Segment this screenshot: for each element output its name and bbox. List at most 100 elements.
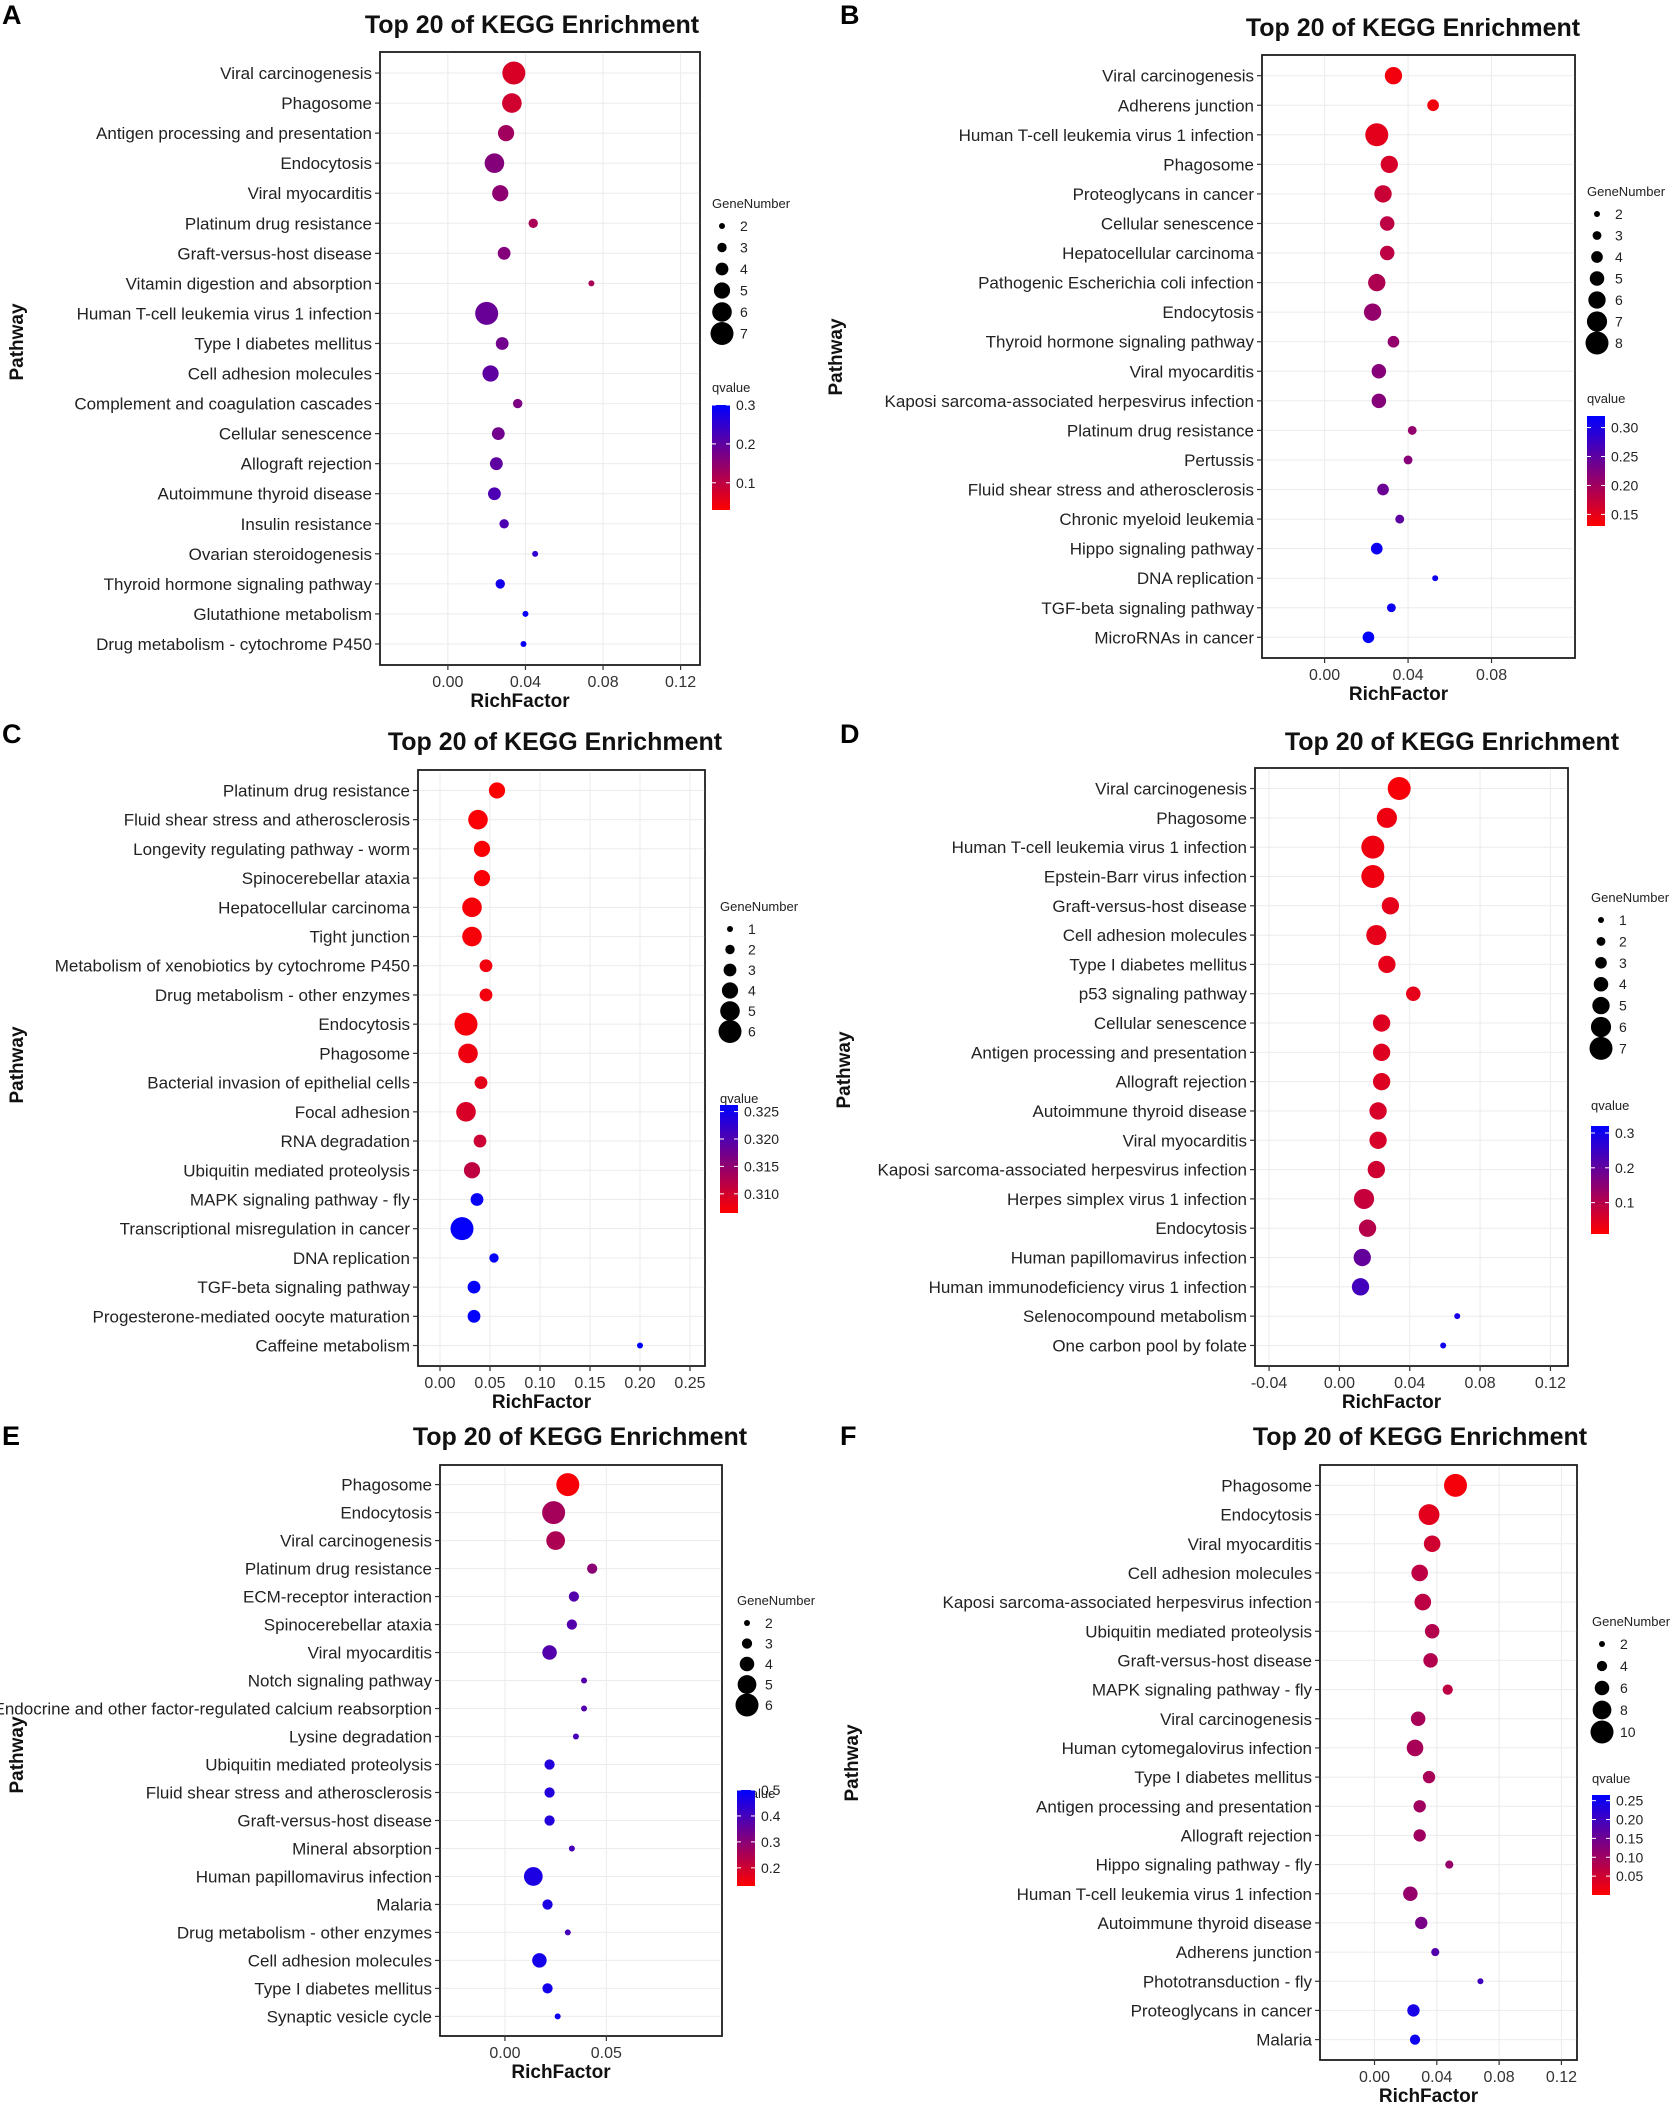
pathway-label: Adherens junction — [1176, 1943, 1312, 1962]
pathway-label: Cellular senescence — [1101, 214, 1254, 233]
plot-area — [379, 51, 701, 666]
chart-title: Top 20 of KEGG Enrichment — [1285, 728, 1620, 756]
size-legend-label: 7 — [740, 326, 748, 342]
size-legend-dot — [723, 963, 737, 977]
pathway-label: Cell adhesion molecules — [1063, 926, 1247, 945]
x-axis-title: RichFactor — [511, 2062, 611, 2083]
size-legend-label: 8 — [1615, 335, 1623, 351]
pathway-label: Human immunodeficiency virus 1 infection — [929, 1278, 1247, 1297]
pathway-label: Graft-versus-host disease — [1052, 897, 1247, 916]
data-point — [1361, 864, 1385, 888]
pathway-label: Cellular senescence — [219, 425, 372, 444]
data-point — [1445, 1860, 1454, 1869]
color-bar — [1591, 1126, 1609, 1234]
data-point — [450, 1217, 474, 1241]
data-point — [556, 1473, 580, 1497]
data-point — [522, 610, 529, 617]
panel-letter: E — [2, 1421, 20, 1451]
color-bar — [1587, 416, 1605, 526]
data-point — [1440, 1342, 1447, 1349]
pathway-label: Endocytosis — [1220, 1506, 1312, 1525]
pathway-label: RNA degradation — [281, 1132, 410, 1151]
data-point — [581, 1705, 588, 1712]
data-point — [512, 398, 523, 409]
data-point — [1372, 1072, 1391, 1091]
pathway-label: Selenocompound metabolism — [1023, 1307, 1247, 1326]
size-legend-label: 5 — [740, 283, 748, 299]
data-point — [1423, 1653, 1438, 1668]
pathway-label: Human T-cell leukemia virus 1 infection — [77, 304, 372, 323]
size-legend-label: 4 — [748, 983, 756, 999]
pathway-label: Viral carcinogenesis — [1102, 67, 1254, 86]
size-legend-label: 4 — [1615, 249, 1623, 265]
pathway-label: Antigen processing and presentation — [1036, 1797, 1312, 1816]
size-legend-label: 6 — [748, 1024, 756, 1040]
pathway-label: Phagosome — [319, 1044, 410, 1063]
pathway-label: Glutathione metabolism — [193, 605, 372, 624]
data-point — [1371, 364, 1387, 379]
size-legend-dot — [1598, 917, 1604, 923]
size-legend-dot — [1595, 956, 1607, 969]
pathway-label: Endocytosis — [1155, 1219, 1247, 1238]
pathway-label: Phagosome — [1163, 155, 1254, 174]
plot-border — [379, 51, 701, 666]
data-point — [1368, 273, 1386, 292]
data-point — [492, 185, 509, 202]
data-point — [475, 301, 499, 325]
plot-area — [1254, 767, 1569, 1367]
size-legend-dot — [744, 1620, 750, 1626]
x-tick-label: 0.00 — [489, 2045, 520, 2062]
x-tick-label: 0.00 — [432, 674, 463, 691]
data-point — [456, 1102, 476, 1122]
data-point — [488, 487, 501, 501]
data-point — [546, 1531, 566, 1550]
data-point — [1361, 835, 1385, 859]
size-legend-label: 8 — [1620, 1702, 1628, 1718]
size-legend-dot — [1590, 1720, 1614, 1744]
x-tick-label: -0.04 — [1251, 1375, 1288, 1392]
size-legend-dot — [735, 1693, 759, 1717]
data-point — [1424, 1624, 1440, 1639]
size-legend-dot — [1596, 936, 1606, 946]
pathway-label: Thyroid hormone signaling pathway — [986, 333, 1255, 352]
y-axis-title: Pathway — [834, 1031, 855, 1109]
color-legend-label: 0.2 — [761, 1860, 781, 1876]
data-point — [1423, 1535, 1441, 1553]
color-legend-label: 0.30 — [1611, 420, 1638, 436]
data-point — [532, 550, 539, 557]
x-tick-label: 0.05 — [474, 1375, 505, 1392]
color-legend-title: qvalue — [712, 380, 750, 395]
y-axis-title: Pathway — [842, 1724, 863, 1802]
data-point — [1454, 1313, 1461, 1320]
size-legend-label: 5 — [748, 1003, 756, 1019]
data-point — [1376, 807, 1397, 828]
data-point — [1427, 99, 1439, 112]
size-legend-title: GeneNumber — [1592, 1614, 1671, 1629]
data-point — [1358, 1219, 1377, 1237]
x-axis-title: RichFactor — [492, 1392, 592, 1413]
size-legend-dot — [725, 944, 735, 955]
pathway-label: Graft-versus-host disease — [1117, 1651, 1312, 1670]
color-legend-title: qvalue — [720, 1091, 758, 1106]
chart-panel-b: B Top 20 of KEGG Enrichment Viral carcinog… — [826, 0, 1666, 705]
size-legend-dot — [1591, 251, 1603, 263]
color-legend-label: 0.5 — [761, 1782, 781, 1798]
panel-letter: F — [840, 1421, 857, 1451]
data-point — [1353, 1248, 1371, 1267]
data-point — [1378, 955, 1396, 974]
pathway-label: ECM-receptor interaction — [243, 1588, 432, 1607]
pathway-label: TGF-beta signaling pathway — [1041, 599, 1254, 618]
color-legend-title: qvalue — [1587, 391, 1625, 406]
color-legend-label: 0.25 — [1611, 449, 1638, 465]
color-legend-label: 0.320 — [744, 1131, 779, 1147]
x-tick-label: 0.04 — [1421, 2069, 1452, 2086]
chart-title: Top 20 of KEGG Enrichment — [388, 728, 723, 756]
size-legend-title: GeneNumber — [737, 1593, 816, 1608]
data-point — [463, 1162, 481, 1179]
pathway-label: Thyroid hormone signaling pathway — [104, 575, 373, 594]
pathway-label: Kaposi sarcoma-associated herpesvirus in… — [943, 1593, 1312, 1612]
size-legend-dot — [741, 1638, 753, 1649]
data-point — [1415, 1916, 1428, 1930]
chart-panel-e: E Top 20 of KEGG Enrichment Phagosome Endoc… — [0, 1421, 816, 2083]
size-legend-title: GeneNumber — [1587, 184, 1666, 199]
